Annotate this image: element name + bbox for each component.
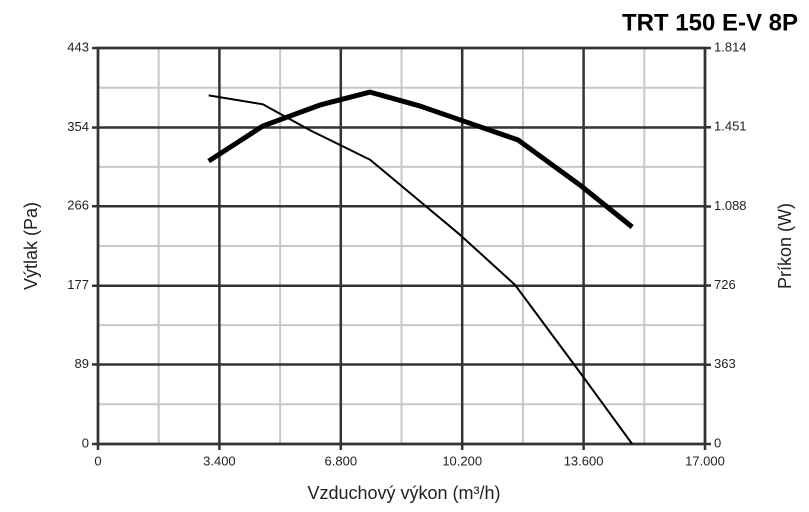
y-tick-label: 354	[67, 119, 89, 134]
y2-axis-label: Príkon (W)	[775, 203, 795, 289]
y2-tick-label: 726	[714, 277, 736, 292]
y2-tick-label: 1.088	[714, 198, 747, 213]
y2-tick-label: 363	[714, 356, 736, 371]
x-axis-label: Vzduchový výkon (m³/h)	[307, 483, 500, 503]
y-tick-label: 443	[67, 39, 89, 54]
y2-tick-label: 1.814	[714, 39, 747, 54]
plot-frame	[96, 46, 707, 446]
x-tick-label: 13.600	[564, 453, 604, 468]
y-tick-label: 0	[82, 435, 89, 450]
x-tick-label: 6.800	[325, 453, 358, 468]
y-tick-label: 89	[75, 356, 89, 371]
x-tick-label: 10.200	[442, 453, 482, 468]
chart-title: TRT 150 E-V 8P	[622, 9, 798, 36]
data-line	[208, 94, 633, 445]
y2-tick-label: 0	[714, 435, 721, 450]
x-tick-label: 0	[94, 453, 101, 468]
y2-tick-label: 1.451	[714, 119, 747, 134]
x-tick-label: 3.400	[203, 453, 236, 468]
x-tick-label: 17.000	[685, 453, 725, 468]
y-axis-label: Výtlak (Pa)	[21, 202, 41, 290]
data-line	[207, 89, 634, 229]
y-tick-label: 266	[67, 198, 89, 213]
y-tick-label: 177	[67, 277, 89, 292]
